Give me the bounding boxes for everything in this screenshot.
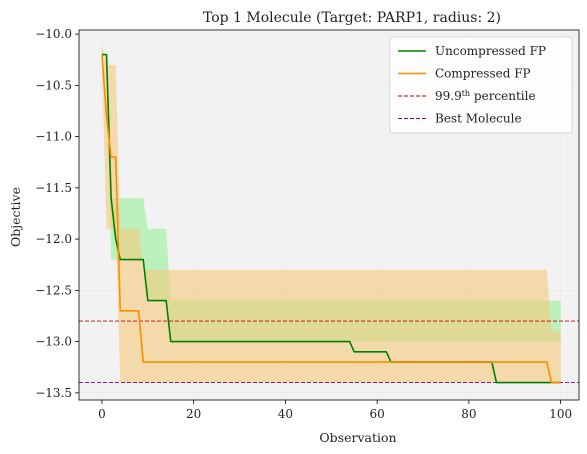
y-tick-label: −10.5 — [35, 78, 72, 92]
series-line — [101, 53, 561, 384]
y-tick-label: −12.5 — [35, 283, 72, 297]
y-tick-label: −11.0 — [35, 130, 72, 144]
y-axis-label: Objective — [8, 187, 23, 247]
x-tick-label: 20 — [186, 407, 201, 421]
y-tick-label: −10.0 — [35, 27, 72, 41]
y-tick-label: −12.0 — [35, 232, 72, 246]
axes — [78, 29, 580, 401]
x-axis-label: Observation — [319, 430, 396, 445]
series-line — [101, 54, 561, 384]
x-tick-label: 80 — [461, 407, 476, 421]
chart-title: Top 1 Molecule (Target: PARP1, radius: 2… — [203, 10, 501, 26]
x-ticks: 0 20 40 60 80 100 — [98, 400, 572, 421]
y-tick-label: −13.5 — [35, 386, 72, 400]
x-tick-label: 60 — [370, 407, 385, 421]
legend-label: Compressed FP — [435, 67, 531, 81]
y-ticks: −10.0 −10.5 −11.0 −11.5 −12.0 −12.5 −13.0 −13.5 — [35, 27, 79, 400]
x-tick-label: 100 — [549, 407, 572, 421]
series-lines — [101, 53, 561, 384]
confidence-band — [101, 44, 561, 383]
confidence-bands — [101, 44, 561, 383]
x-tick-label: 40 — [278, 407, 293, 421]
legend-label: 99.9th percentile — [435, 89, 536, 104]
y-tick-label: −11.5 — [35, 181, 72, 195]
x-tick-label: 0 — [98, 407, 106, 421]
legend-box — [389, 36, 573, 134]
legend-label: Best Molecule — [435, 112, 522, 126]
legend-label: Uncompressed FP — [435, 44, 546, 58]
y-tick-label: −13.0 — [35, 335, 72, 349]
legend: Uncompressed FP Compressed FP 99.9th perce… — [389, 36, 573, 134]
axes-frame — [78, 29, 580, 401]
